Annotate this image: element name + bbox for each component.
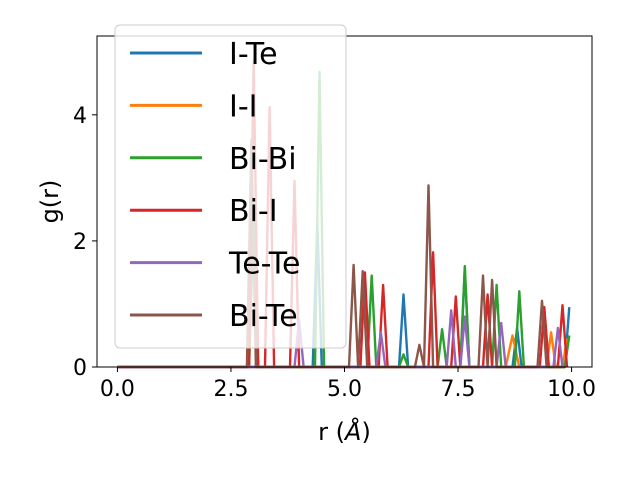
legend-label: Bi-Bi: [229, 142, 297, 177]
x-tick-label: 10.0: [547, 377, 596, 402]
x-tick-label: 0.0: [100, 377, 135, 402]
legend-label: Te-Te: [228, 247, 300, 282]
y-tick-label: 4: [73, 104, 87, 129]
x-tick-label: 7.5: [441, 377, 476, 402]
y-tick-label: 2: [73, 230, 87, 255]
legend-label: I-Te: [229, 37, 278, 72]
x-axis-label-prefix: r (: [318, 418, 345, 446]
legend-label: Bi-Te: [229, 299, 298, 334]
y-tick-label: 0: [73, 356, 87, 381]
legend: I-Te I-I Bi-Bi Bi-I Te-Te Bi-Te: [114, 24, 347, 349]
x-axis-label-suffix: ): [361, 418, 370, 446]
legend-label: Bi-I: [229, 194, 278, 229]
y-axis: 0 2 4: [73, 104, 97, 381]
x-tick-label: 2.5: [213, 377, 248, 402]
x-axis-label-unit: Å: [343, 417, 361, 446]
legend-label: I-I: [229, 89, 258, 124]
x-tick-label: 5.0: [327, 377, 362, 402]
y-axis-label: g(r): [36, 180, 64, 224]
x-axis-label: r (Å): [318, 417, 371, 446]
x-axis: 0.0 2.5 5.0 7.5 10.0: [100, 367, 596, 402]
